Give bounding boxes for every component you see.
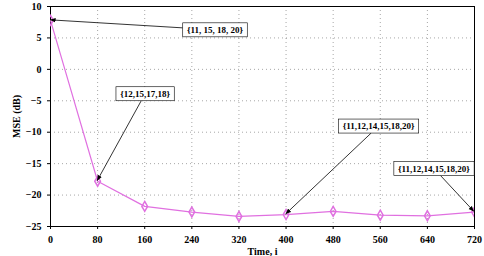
svg-text:{11, 15, 18, 20}: {11, 15, 18, 20} xyxy=(187,25,244,35)
svg-text:640: 640 xyxy=(420,234,435,245)
svg-text:−10: −10 xyxy=(26,126,42,137)
svg-text:{12,15,17,18}: {12,15,17,18} xyxy=(120,89,170,99)
svg-text:{11,12,14,15,18,20}: {11,12,14,15,18,20} xyxy=(343,121,415,131)
svg-text:560: 560 xyxy=(373,234,388,245)
svg-text:MSE (dB): MSE (dB) xyxy=(11,95,23,138)
svg-text:10: 10 xyxy=(32,1,42,12)
svg-text:480: 480 xyxy=(326,234,341,245)
svg-text:{11,12,14,15,18,20}: {11,12,14,15,18,20} xyxy=(398,164,470,174)
svg-text:160: 160 xyxy=(137,234,152,245)
svg-text:−15: −15 xyxy=(26,158,42,169)
svg-text:−20: −20 xyxy=(26,189,42,200)
svg-text:400: 400 xyxy=(279,234,294,245)
svg-text:0: 0 xyxy=(37,64,42,75)
svg-text:720: 720 xyxy=(467,234,482,245)
svg-text:320: 320 xyxy=(231,234,246,245)
svg-text:Time, i: Time, i xyxy=(248,246,278,256)
svg-text:80: 80 xyxy=(93,234,103,245)
svg-text:240: 240 xyxy=(184,234,199,245)
svg-text:5: 5 xyxy=(37,32,42,43)
svg-text:−5: −5 xyxy=(31,95,42,106)
svg-text:0: 0 xyxy=(48,234,53,245)
svg-text:−25: −25 xyxy=(26,221,42,232)
